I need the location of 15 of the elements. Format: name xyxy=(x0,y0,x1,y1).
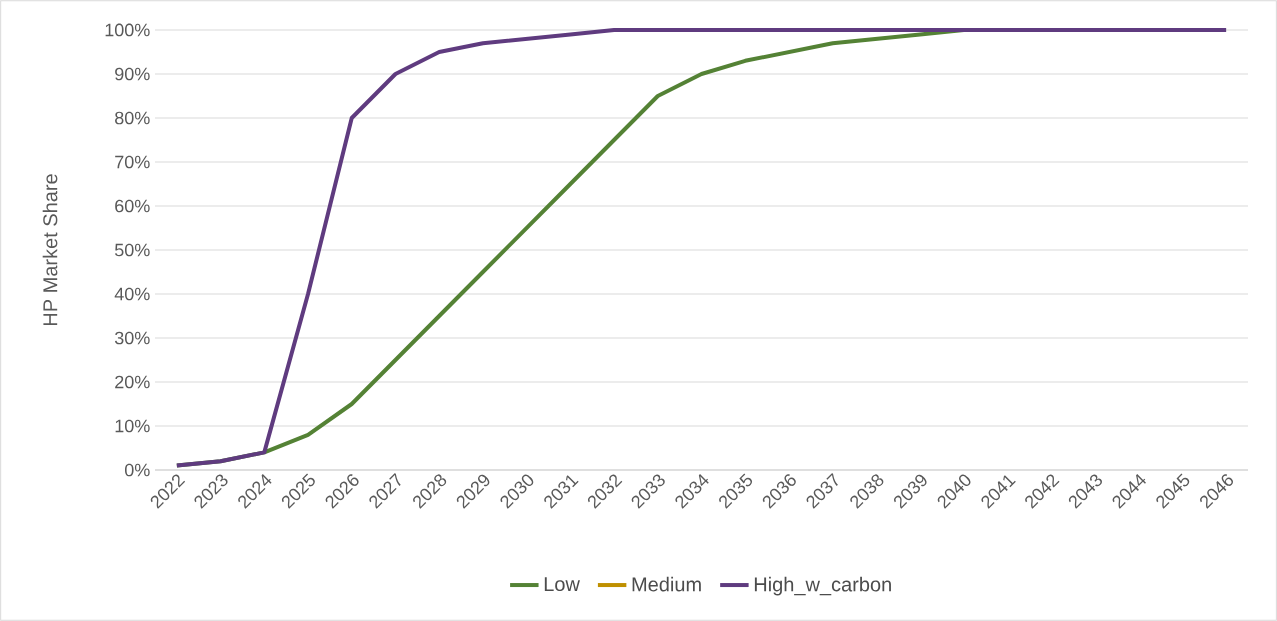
legend-label: High_w_carbon xyxy=(754,576,891,596)
y-axis-title: HP Market Share xyxy=(42,174,58,326)
legend-label: Low xyxy=(544,577,580,592)
y-tick-label: 70% xyxy=(115,155,150,169)
y-tick-label: 80% xyxy=(115,111,150,125)
y-tick-label: 0% xyxy=(124,463,150,477)
y-tick-label: 20% xyxy=(115,375,150,389)
y-tick-label: 40% xyxy=(114,287,150,301)
y-tick-label: 100% xyxy=(105,23,150,37)
y-tick-label: 30% xyxy=(114,331,150,345)
y-tick-label: 50% xyxy=(114,243,150,257)
legend-label: Medium xyxy=(632,576,701,592)
y-tick-label: 60% xyxy=(115,199,150,213)
y-tick-label: 90% xyxy=(115,67,150,81)
y-tick-label: 10% xyxy=(115,419,150,433)
